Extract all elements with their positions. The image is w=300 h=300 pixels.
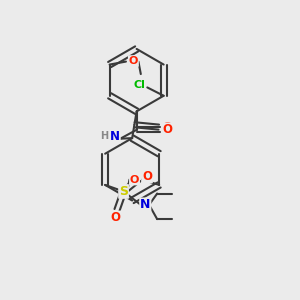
Text: O: O bbox=[163, 123, 173, 136]
Text: O: O bbox=[129, 56, 138, 66]
Text: O: O bbox=[130, 175, 139, 184]
Text: N: N bbox=[140, 198, 151, 211]
Text: H: H bbox=[100, 131, 108, 141]
Text: O: O bbox=[162, 122, 172, 132]
Text: Cl: Cl bbox=[133, 80, 145, 90]
Text: O: O bbox=[142, 169, 152, 182]
Text: O: O bbox=[110, 212, 121, 224]
Text: N: N bbox=[110, 130, 120, 143]
Text: S: S bbox=[119, 185, 128, 198]
